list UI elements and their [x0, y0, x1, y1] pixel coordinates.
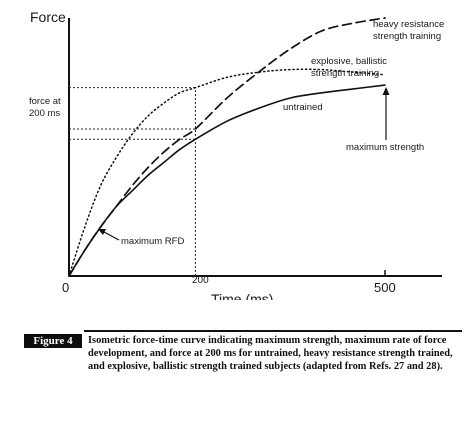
annotation-explosive-line1: explosive, ballistic: [311, 56, 387, 67]
annotation-max-strength: maximum strength: [346, 142, 424, 153]
annotation-max-rfd: maximum RFD: [121, 236, 184, 247]
x-axis-title: Time (ms): [211, 291, 273, 300]
x-tick-label-200: 200: [192, 275, 209, 286]
caption-tag: Figure 4: [24, 334, 82, 348]
series-lines: [68, 17, 386, 277]
annotation-force-at-200-line2: 200 ms: [29, 108, 60, 119]
caption-text: Isometric force-time curve indicating ma…: [88, 335, 453, 372]
max-strength-arrow-head: [382, 87, 390, 95]
figure-caption: Figure 4 Isometric force-time curve indi…: [22, 322, 462, 414]
annotation-force-at-200-line1: force at: [29, 96, 61, 107]
max-rfd-arrow-shaft: [103, 231, 120, 241]
y-axis-title: Force: [30, 9, 66, 25]
series-line-solid: [68, 84, 386, 277]
annotation-heavy-line1: heavy resistance: [373, 19, 444, 30]
annotation-heavy-line2: strength training: [373, 31, 441, 42]
force-time-chart: Force Time (ms) 0 200 500 force at 200 m…: [29, 9, 444, 300]
annotation-explosive-line2: strength training: [311, 68, 379, 79]
x-tick-label-500: 500: [374, 280, 396, 295]
annotation-untrained: untrained: [283, 102, 323, 113]
caption-rule: [84, 330, 462, 332]
x-tick-label-0: 0: [62, 280, 69, 295]
max-rfd-arrow-head: [98, 229, 106, 235]
guide-lines: [69, 87, 196, 276]
series-line-dashed: [68, 17, 386, 277]
series-line-dotted: [68, 68, 386, 277]
